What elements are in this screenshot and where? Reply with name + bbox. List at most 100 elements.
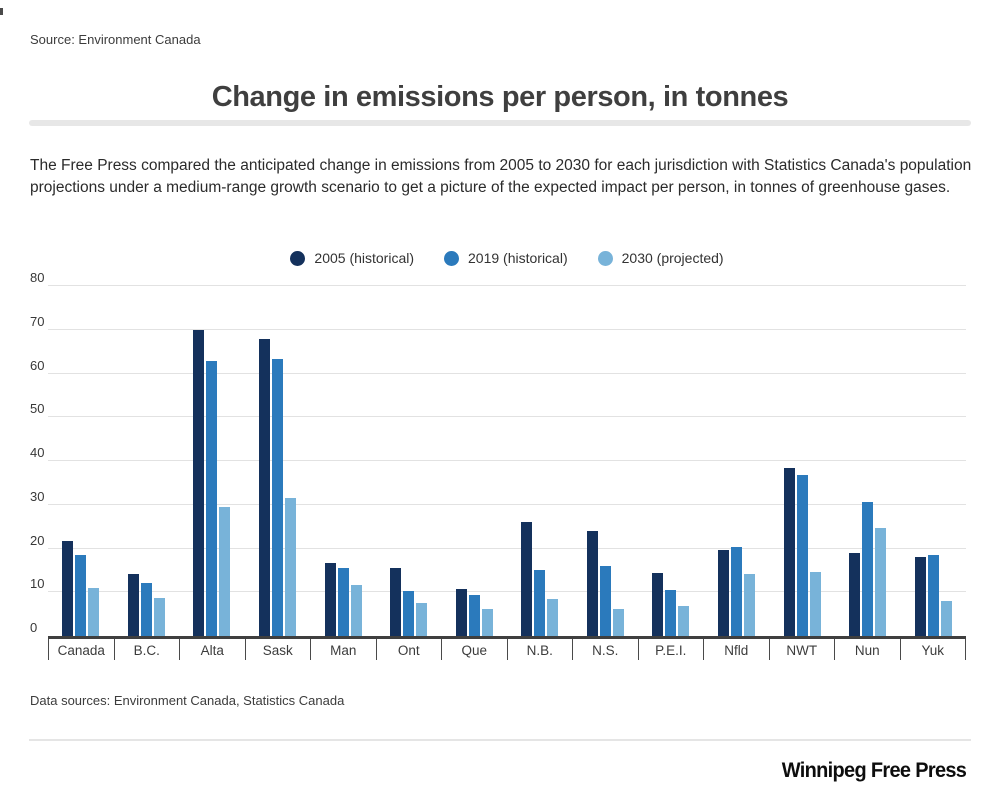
- bar-2019-bc: [140, 583, 152, 636]
- bar-group-ont: [376, 286, 442, 636]
- legend-label-2005: 2005 (historical): [314, 250, 415, 266]
- y-tick-label-60: 60: [30, 357, 45, 373]
- bar-group-nun: [835, 286, 901, 636]
- y-tick-label-0: 0: [30, 620, 38, 635]
- x-axis-labels: Canada B.C. Alta Sask Man Ont Que N.B. N.S. P.E.I…: [48, 639, 966, 660]
- x-label-nfld: Nfld: [703, 639, 769, 660]
- bar-2005-man: [324, 563, 336, 636]
- bar-group-alta: [179, 286, 245, 636]
- bar-2030-nfld: [744, 573, 756, 636]
- chart-description: The Free Press compared the anticipated …: [30, 157, 972, 196]
- bar-2030-nb: [547, 599, 559, 636]
- bar-2030-nwt: [809, 571, 821, 636]
- chart-legend: 2005 (historical) 2019 (historical) 2030…: [48, 250, 966, 266]
- bar-2030-ont: [416, 603, 428, 636]
- bar-2005-yuk: [914, 557, 926, 636]
- bar-2019-sask: [272, 359, 284, 636]
- legend-item-2030: 2030 (projected): [597, 250, 724, 266]
- bar-group-nwt: [769, 286, 835, 636]
- bar-2030-nun: [875, 528, 887, 636]
- x-label-ont: Ont: [375, 639, 442, 660]
- bar-2030-que: [481, 609, 493, 636]
- gridline-40: [48, 460, 966, 461]
- x-label-ns: N.S.: [572, 639, 638, 660]
- bar-2005-ns: [586, 531, 598, 636]
- bar-group-nfld: [704, 286, 770, 636]
- bar-2005-nun: [849, 553, 861, 636]
- legend-item-2019: 2019 (historical): [444, 250, 568, 266]
- x-label-alta: Alta: [179, 639, 245, 660]
- legend-item-2005: 2005 (historical): [290, 250, 414, 266]
- title-underline: [29, 120, 971, 126]
- source-line: Source: Environment Canada: [30, 32, 201, 47]
- bar-2019-ont: [403, 590, 415, 636]
- x-label-bc: B.C.: [113, 639, 180, 660]
- bar-2030-ns: [612, 609, 624, 636]
- bar-2030-man: [350, 584, 362, 636]
- x-label-nwt: NWT: [768, 639, 835, 660]
- legend-label-2019: 2019 (historical): [468, 250, 568, 266]
- bar-2019-man: [337, 567, 349, 636]
- x-label-nun: Nun: [834, 639, 900, 660]
- bar-group-nb: [507, 286, 573, 636]
- y-tick-label-40: 40: [30, 445, 45, 460]
- bar-groups: [48, 286, 966, 636]
- chart-title: Change in emissions per person, in tonne…: [211, 81, 789, 113]
- bar-group-ns: [573, 286, 639, 636]
- bar-group-que: [441, 286, 507, 636]
- footer-sources: Data sources: Environment Canada, Statis…: [30, 693, 345, 708]
- y-tick-label-80: 80: [30, 270, 45, 285]
- y-tick-label-70: 70: [30, 313, 45, 329]
- bar-2030-bc: [153, 598, 165, 636]
- bar-2019-ns: [599, 566, 611, 636]
- x-label-yuk: Yuk: [899, 639, 966, 660]
- x-label-nb: N.B.: [506, 639, 573, 660]
- x-label-canada: Canada: [48, 639, 114, 660]
- bar-2019-yuk: [927, 554, 939, 636]
- y-tick-label-30: 30: [30, 488, 45, 504]
- bar-2005-nwt: [783, 468, 795, 636]
- bar-group-canada: [48, 286, 114, 636]
- bar-group-man: [310, 286, 376, 636]
- bar-2005-canada: [62, 540, 74, 636]
- bar-2030-pei: [678, 606, 690, 636]
- bar-2019-canada: [75, 554, 87, 636]
- y-tick-label-10: 10: [30, 576, 45, 592]
- bar-2005-ont: [390, 567, 402, 636]
- x-axis-line: [48, 636, 966, 639]
- bar-2005-que: [455, 589, 467, 636]
- gridline-10: [48, 591, 966, 593]
- bar-2005-sask: [259, 339, 271, 636]
- bar-2030-yuk: [940, 601, 952, 636]
- bar-2019-nb: [534, 569, 546, 636]
- gridline-30: [48, 503, 966, 505]
- y-tick-label-20: 20: [30, 532, 45, 548]
- footer-divider: [29, 739, 971, 741]
- x-label-que: Que: [441, 639, 507, 660]
- legend-label-2030: 2030 (projected): [621, 250, 724, 266]
- gridline-80: [48, 285, 966, 286]
- brand-wordmark: Winnipeg Free Press: [781, 759, 966, 782]
- y-axis-labels: 0 10 20 30 40 50 60 70 80: [30, 271, 48, 636]
- bar-2005-bc: [127, 573, 139, 636]
- bar-group-sask: [245, 286, 311, 636]
- bar-2030-sask: [285, 497, 297, 636]
- bar-2005-nb: [521, 522, 533, 636]
- bar-2005-pei: [652, 573, 664, 636]
- y-tick-label-50: 50: [30, 401, 45, 417]
- bar-2019-que: [468, 594, 480, 636]
- gridline-70: [48, 328, 966, 330]
- bar-2030-canada: [88, 587, 100, 636]
- bar-2019-nun: [862, 502, 874, 636]
- corner-mark: [0, 8, 3, 15]
- gridline-50: [48, 416, 966, 418]
- bar-group-pei: [638, 286, 704, 636]
- bar-2005-nfld: [718, 550, 730, 636]
- bar-2030-alta: [219, 506, 231, 636]
- bar-2019-nwt: [796, 474, 808, 636]
- x-label-sask: Sask: [244, 639, 311, 660]
- gridline-20: [48, 547, 966, 549]
- plot-area: [48, 285, 966, 636]
- bar-group-bc: [114, 286, 180, 636]
